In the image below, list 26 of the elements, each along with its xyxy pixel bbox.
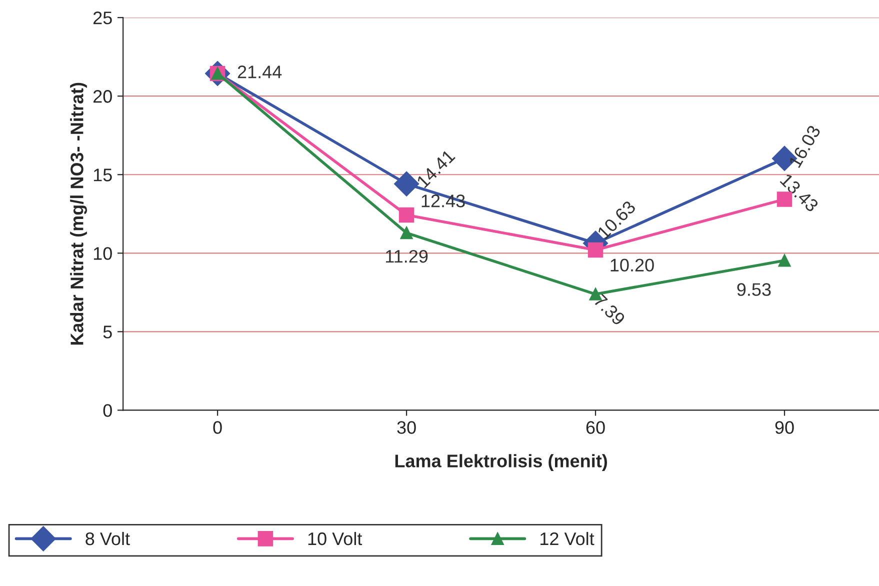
x-tick-label: 90 — [775, 421, 794, 434]
point — [588, 242, 604, 258]
point — [778, 254, 791, 267]
data-label: 12.43 — [422, 194, 465, 208]
y-tick-label: 5 — [103, 326, 112, 338]
y-tick-label: 20 — [93, 90, 112, 103]
data-label: 11.29 — [386, 250, 428, 263]
y-tick-label: 0 — [103, 404, 112, 417]
legend-label: 8 Volt — [86, 532, 130, 546]
x-tick-label: 60 — [586, 421, 605, 434]
point — [398, 207, 414, 223]
data-label: 9.53 — [737, 283, 771, 296]
point — [400, 226, 413, 240]
data-label: 10.20 — [610, 258, 654, 272]
x-axis-title: Lama Elektrolisis (menit) — [395, 454, 607, 471]
data-label: 21.44 — [238, 66, 282, 78]
data-label: 7.39 — [593, 293, 626, 326]
x-tick-label: 30 — [397, 421, 416, 434]
legend-label: 10 Volt — [308, 532, 362, 546]
y-tick-label: 15 — [94, 168, 112, 182]
legend-label: 12 Volt — [540, 532, 594, 546]
y-tick-label: 10 — [94, 247, 112, 260]
point — [394, 171, 420, 196]
x-tick-label: 0 — [213, 421, 222, 434]
y-axis-title: Kadar Nitrat (mg/l NO3- -Nitrat) — [70, 82, 88, 345]
y-tick-label: 25 — [93, 12, 112, 24]
